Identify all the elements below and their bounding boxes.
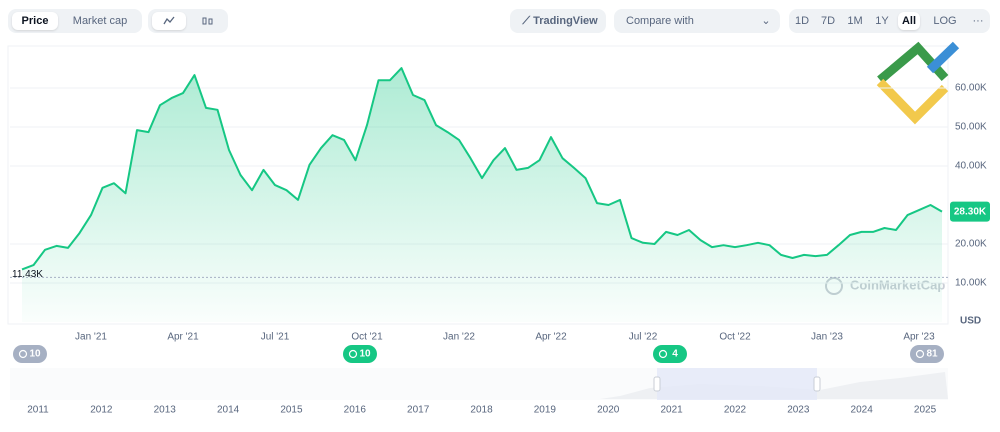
x-tick-label: Apr '22 <box>535 332 567 343</box>
current-price-badge <box>950 201 990 222</box>
year-label: 2019 <box>534 405 557 416</box>
event-badge-dot <box>348 349 358 359</box>
x-tick-label: Jul '21 <box>261 332 290 343</box>
range-group <box>789 9 990 33</box>
event-badge-dot <box>658 349 668 359</box>
line-style-button[interactable] <box>152 12 186 30</box>
log-button[interactable]: LOG <box>933 15 957 27</box>
price-tab[interactable]: Price <box>12 12 58 30</box>
line-icon <box>163 16 175 25</box>
year-label: 2025 <box>914 405 937 416</box>
year-label: 2011 <box>27 405 49 416</box>
event-badge-count: 4 <box>672 349 678 360</box>
year-label: 2018 <box>470 405 493 416</box>
year-label: 2021 <box>660 405 683 416</box>
event-badge-dot <box>915 349 925 359</box>
year-label: 2014 <box>217 405 240 416</box>
navigator-mini-area <box>10 372 948 399</box>
year-label: 2013 <box>154 405 177 416</box>
year-label: 2022 <box>724 405 747 416</box>
candle-icon <box>202 17 213 25</box>
range-1m[interactable]: 1M <box>847 15 863 27</box>
navigator-selection <box>657 368 817 400</box>
x-tick-label: Jan '23 <box>811 332 843 343</box>
event-badge[interactable] <box>13 345 47 363</box>
price-line <box>21 67 943 271</box>
year-label: 2016 <box>344 405 367 416</box>
plot-frame <box>7 45 949 325</box>
x-tick-label: Jul '22 <box>629 332 658 343</box>
event-badge-count: 10 <box>29 349 41 360</box>
event-badge-count: 10 <box>359 349 371 360</box>
year-label: 2024 <box>851 405 874 416</box>
year-label: 2017 <box>407 405 430 416</box>
y-tick-label: 10.00K <box>955 278 987 289</box>
navigator-handle[interactable] <box>653 376 661 392</box>
x-tick-label: Jan '22 <box>443 332 475 343</box>
event-badge[interactable] <box>910 345 944 363</box>
range-all[interactable]: All <box>898 12 920 30</box>
x-tick-label: Oct '21 <box>351 332 383 343</box>
compare-dropdown[interactable] <box>614 9 780 33</box>
tv-icon: ⟋ <box>522 15 534 27</box>
x-tick-label: Apr '23 <box>903 332 935 343</box>
logo <box>876 41 960 125</box>
year-label: 2020 <box>597 405 620 416</box>
event-badge[interactable] <box>343 345 377 363</box>
low-marker-label: 11.43K <box>12 269 43 280</box>
x-tick-label: Apr '21 <box>167 332 199 343</box>
compare-label[interactable]: Compare with <box>626 15 694 27</box>
range-7d[interactable]: 7D <box>820 15 836 27</box>
candle-style-button[interactable] <box>190 12 224 30</box>
year-label: 2015 <box>280 405 303 416</box>
price-area <box>22 68 942 322</box>
x-tick-label: Oct '22 <box>719 332 751 343</box>
event-badge-count: 81 <box>926 349 938 360</box>
y-tick-label: 20.00K <box>955 239 987 250</box>
current-price-label: 28.30K <box>954 206 987 217</box>
unit-label: USD <box>960 316 981 327</box>
x-tick-label: Jan '21 <box>75 332 107 343</box>
tv-text: TradingView <box>533 15 598 27</box>
event-badge[interactable] <box>653 345 687 363</box>
y-tick-label: 40.00K <box>955 161 987 172</box>
year-label: 2012 <box>90 405 113 416</box>
market-cap-tab[interactable]: Market cap <box>72 15 128 27</box>
navigator-track <box>10 368 948 400</box>
range-1y[interactable]: 1Y <box>875 15 889 27</box>
event-badge-dot <box>18 349 28 359</box>
navigator-handle[interactable] <box>813 376 821 392</box>
watermark-icon <box>825 277 843 295</box>
range-1d[interactable]: 1D <box>794 15 810 27</box>
tradingview-button[interactable] <box>510 9 606 33</box>
year-label: 2023 <box>787 405 810 416</box>
tradingview-label[interactable]: ⟋ TradingView <box>516 12 604 30</box>
more-button[interactable]: ··· <box>972 15 984 27</box>
watermark: CoinMarketCap <box>850 277 945 292</box>
dropdown-arrow[interactable]: ⌄ <box>761 15 771 27</box>
y-tick-label: 50.00K <box>955 122 987 133</box>
y-tick-label: 60.00K <box>955 83 987 94</box>
